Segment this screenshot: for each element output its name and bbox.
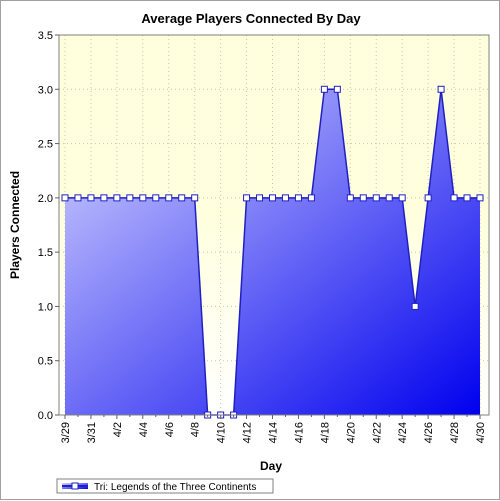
data-point bbox=[424, 194, 432, 202]
series-markers bbox=[61, 85, 484, 419]
y-tick-label: 1.0 bbox=[38, 301, 53, 313]
data-point bbox=[178, 194, 186, 202]
x-tick-label: 4/6 bbox=[164, 422, 176, 437]
x-tick-label: 4/4 bbox=[138, 422, 150, 437]
area-fill bbox=[65, 89, 480, 416]
x-tick-label: 3/29 bbox=[60, 422, 72, 443]
data-point bbox=[320, 85, 328, 93]
data-point bbox=[139, 194, 147, 202]
data-point bbox=[411, 302, 419, 310]
data-point bbox=[100, 194, 108, 202]
data-point bbox=[333, 85, 341, 93]
x-tick-label: 4/22 bbox=[371, 422, 383, 443]
x-tick-label: 4/20 bbox=[345, 422, 357, 443]
data-point bbox=[152, 194, 160, 202]
data-point bbox=[61, 194, 69, 202]
y-axis-title: Players Connected bbox=[8, 171, 22, 279]
data-point bbox=[281, 194, 289, 202]
x-tick-label: 4/24 bbox=[397, 422, 409, 443]
x-tick-label: 4/18 bbox=[319, 422, 331, 443]
data-point bbox=[398, 194, 406, 202]
y-tick-label: 2.0 bbox=[38, 193, 53, 205]
x-tick-label: 4/10 bbox=[216, 422, 228, 443]
data-point bbox=[294, 194, 302, 202]
data-point bbox=[372, 194, 380, 202]
y-tick-label: 1.5 bbox=[38, 247, 53, 259]
y-tick-label: 3.0 bbox=[38, 84, 53, 96]
data-point bbox=[269, 194, 276, 202]
legend-marker bbox=[71, 482, 79, 490]
x-axis-title: Day bbox=[260, 459, 282, 473]
legend-label: Tri: Legends of the Three Continents bbox=[94, 482, 256, 493]
x-tick-label: 4/8 bbox=[190, 422, 202, 437]
data-point bbox=[256, 194, 264, 202]
x-tick-label: 4/26 bbox=[423, 422, 435, 443]
legend: Tri: Legends of the Three Continents bbox=[56, 478, 274, 494]
data-point bbox=[87, 194, 95, 202]
data-point bbox=[74, 194, 82, 202]
x-tick-label: 4/16 bbox=[293, 422, 305, 443]
y-tick-label: 0.5 bbox=[38, 356, 53, 368]
x-axis-ticks: 3/29 3/31 4/2 4/4 4/6 4/8 4/10 4/12 4/14 4/16 4/18… bbox=[60, 415, 487, 443]
data-point bbox=[165, 194, 173, 202]
y-tick-label: 2.5 bbox=[38, 139, 53, 151]
x-tick-label: 4/12 bbox=[242, 422, 254, 443]
data-point bbox=[307, 194, 315, 202]
data-point bbox=[450, 194, 458, 202]
x-tick-label: 4/30 bbox=[475, 422, 487, 443]
y-axis-ticks: 0.0 0.5 1.0 1.5 2.0 2.5 3.0 3.5 bbox=[38, 30, 59, 422]
data-point bbox=[346, 194, 354, 202]
data-point bbox=[476, 194, 484, 202]
x-tick-label: 4/28 bbox=[449, 422, 461, 443]
data-point bbox=[113, 194, 121, 202]
data-point bbox=[359, 194, 367, 202]
chart-title: Average Players Connected By Day bbox=[141, 11, 361, 26]
x-tick-label: 3/31 bbox=[86, 422, 98, 443]
y-tick-label: 0.0 bbox=[38, 410, 53, 422]
data-point bbox=[385, 194, 393, 202]
y-tick-label: 3.5 bbox=[38, 30, 53, 42]
legend-box bbox=[56, 478, 274, 494]
data-point bbox=[463, 194, 471, 202]
x-tick-label: 4/2 bbox=[112, 422, 124, 437]
data-point bbox=[243, 194, 251, 202]
data-point bbox=[191, 194, 199, 202]
data-point bbox=[437, 85, 445, 93]
plot-border bbox=[58, 34, 490, 416]
x-tick-label: 4/14 bbox=[268, 422, 280, 443]
series-area bbox=[65, 89, 480, 416]
data-point bbox=[126, 194, 134, 202]
